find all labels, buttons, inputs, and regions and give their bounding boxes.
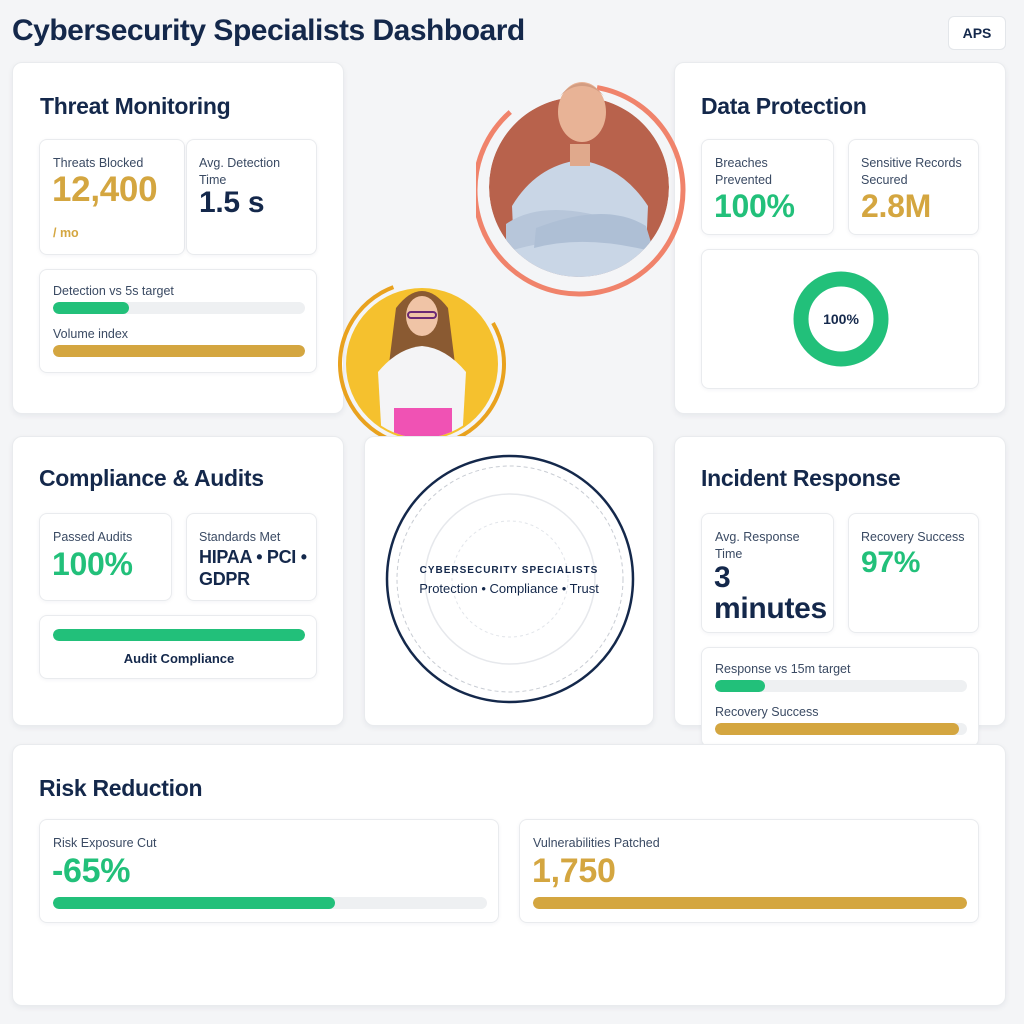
detection-time-card: Avg. Detection Time 1.5 s	[186, 139, 317, 255]
bar-label: Recovery Success	[715, 705, 819, 719]
metric-value: 3 minutes	[714, 561, 827, 625]
standards-met-card: Standards Met HIPAA • PCI • GDPR	[186, 513, 317, 601]
metric-unit: / mo	[53, 226, 79, 240]
recovery-progress-bar	[715, 723, 967, 735]
incident-bars-card: Response vs 15m target Recovery Success	[701, 647, 979, 747]
metric-value: 1,750	[532, 852, 616, 890]
person-avatar-icon	[472, 82, 686, 297]
specialist-avatar-man	[472, 56, 690, 298]
breaches-prevented-card: Breaches Prevented 100%	[701, 139, 834, 235]
panel-title: Data Protection	[701, 93, 867, 119]
ring-label: 100%	[823, 311, 859, 327]
vulnerabilities-patched-card: Vulnerabilities Patched 1,750	[519, 819, 979, 923]
bar-label: Response vs 15m target	[715, 662, 851, 676]
progress-fill	[53, 345, 305, 357]
page-title: Cybersecurity Specialists Dashboard	[12, 14, 525, 47]
specialist-avatar-woman	[338, 272, 510, 450]
metric-label: Breaches Prevented	[715, 156, 772, 187]
risk-exposure-card: Risk Exposure Cut -65%	[39, 819, 499, 923]
emblem-title: CYBERSECURITY SPECIALISTS	[419, 565, 599, 576]
passed-audits-card: Passed Audits 100%	[39, 513, 172, 601]
panel-title: Incident Response	[701, 465, 901, 491]
progress-fill	[715, 723, 960, 735]
metric-label: Recovery Success	[861, 530, 965, 544]
recovery-success-card: Recovery Success 97%	[848, 513, 979, 633]
aps-button[interactable]: APS	[948, 16, 1006, 50]
metric-label: Avg. Detection Time	[199, 156, 281, 187]
metric-label: Passed Audits	[53, 530, 133, 544]
metric-label: Vulnerabilities Patched	[533, 836, 660, 850]
risk-reduction-panel: Risk Reduction Risk Exposure Cut -65% Vu…	[12, 744, 1006, 1006]
person-avatar-icon	[338, 280, 506, 448]
metric-value: HIPAA • PCI • GDPR	[199, 547, 307, 589]
panel-title: Risk Reduction	[39, 775, 203, 801]
emblem-rings	[385, 454, 635, 704]
metric-value: 97%	[861, 546, 921, 579]
progress-fill	[53, 629, 305, 641]
metric-value: 12,400	[52, 170, 158, 209]
vulnerabilities-patched-bar	[533, 897, 967, 909]
volume-progress-bar	[53, 345, 305, 357]
metric-label: Risk Exposure Cut	[53, 836, 157, 850]
bar-label: Volume index	[53, 327, 129, 341]
protection-ring-chart: 100%	[793, 271, 889, 367]
metric-value: 100%	[714, 188, 795, 224]
compliance-audits-panel: Compliance & Audits Passed Audits 100% S…	[12, 436, 344, 726]
response-progress-bar	[715, 680, 967, 692]
detection-progress-bar	[53, 302, 305, 314]
records-secured-card: Sensitive Records Secured 2.8M	[848, 139, 979, 235]
emblem-subtitle: Protection • Compliance • Trust	[419, 581, 599, 596]
center-emblem-panel: CYBERSECURITY SPECIALISTS Protection • C…	[364, 436, 654, 726]
bar-label: Detection vs 5s target	[53, 284, 174, 298]
data-protection-panel: Data Protection Breaches Prevented 100% …	[674, 62, 1006, 414]
metric-value: -65%	[52, 852, 131, 890]
progress-fill	[715, 680, 766, 692]
bar-label: Audit Compliance	[123, 651, 235, 666]
metric-value: 2.8M	[861, 188, 931, 224]
metric-value: 1.5 s	[199, 186, 265, 219]
progress-fill	[53, 897, 336, 909]
metric-label: Sensitive Records Secured	[861, 156, 962, 187]
audit-compliance-card: Audit Compliance	[39, 615, 317, 679]
risk-exposure-bar	[53, 897, 487, 909]
progress-fill	[533, 897, 967, 909]
metric-label: Standards Met	[199, 530, 281, 544]
threats-blocked-card: Threats Blocked 12,400 / mo	[39, 139, 185, 255]
audit-compliance-bar	[53, 629, 305, 641]
panel-title: Threat Monitoring	[40, 93, 231, 119]
response-time-card: Avg. Response Time 3 minutes	[701, 513, 834, 633]
protection-ring-card: 100%	[701, 249, 979, 389]
metric-label: Threats Blocked	[53, 156, 144, 170]
progress-fill	[53, 302, 129, 314]
metric-value: 100%	[52, 546, 133, 582]
threat-bars-card: Detection vs 5s target Volume index	[39, 269, 317, 373]
incident-response-panel: Incident Response Avg. Response Time 3 m…	[674, 436, 1006, 747]
panel-title: Compliance & Audits	[39, 465, 264, 491]
protection-ring-arc	[793, 271, 889, 367]
threat-monitoring-panel: Threat Monitoring Threats Blocked 12,400…	[12, 62, 344, 414]
metric-label: Avg. Response Time	[715, 530, 800, 561]
